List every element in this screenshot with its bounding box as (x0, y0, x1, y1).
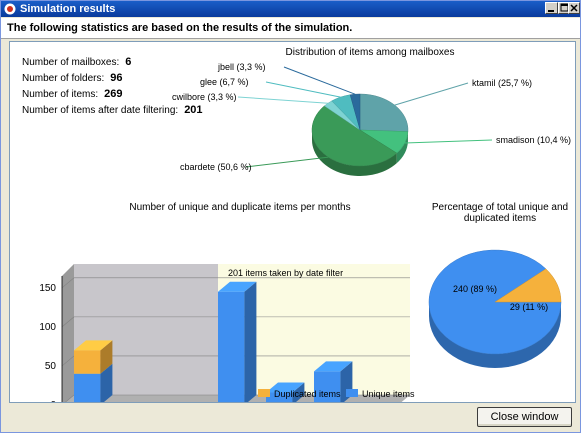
footer-bar: Close window (1, 403, 580, 432)
duplicated-items-bar (74, 350, 101, 374)
close-window-x-button[interactable] (568, 2, 580, 14)
minimize-icon (548, 10, 554, 12)
results-panel: Number of mailboxes: 6 Number of folders:… (9, 41, 576, 403)
title-bar: Simulation results (1, 1, 580, 17)
y-tick-label: 100 (39, 322, 56, 333)
pie-slice-side (429, 302, 561, 368)
monthly-items-bar-chart: 050100150201 items taken by date filterf… (39, 264, 415, 402)
percentage-pie-title: Percentage of total unique and duplicate… (431, 202, 569, 224)
gridline (61, 277, 75, 289)
stat-label: Number of items after date filtering: (22, 105, 179, 116)
date-filter-annotation: 201 items taken by date filter (228, 268, 343, 278)
stat-value: 201 (184, 104, 203, 116)
pie-label: jbell (3,3 %) (217, 62, 266, 72)
legend-label-unique: Unique items (362, 389, 415, 399)
pie-label: glee (6,7 %) (200, 77, 249, 87)
y-tick-label: 150 (39, 283, 56, 294)
mailbox-distribution-pie-chart: ktamil (25,7 %) smadison (10,4 %) cbardete… (172, 62, 571, 176)
pie-slice-side (312, 130, 397, 176)
gridline (61, 355, 75, 367)
pie-leader-line (394, 82, 469, 106)
app-icon (4, 3, 16, 15)
stat-items: Number of items: 269 (22, 88, 123, 100)
pie-leader-line (283, 66, 356, 95)
percentage-pie-chart: 240 (89 %) 29 (11 %) (428, 249, 562, 368)
unique-items-bar-side (292, 382, 305, 402)
date-filter-region (218, 264, 410, 395)
pie-label: cwilbore (3,3 %) (172, 92, 237, 102)
unique-items-bar (218, 291, 245, 402)
pie-leader-line (237, 96, 328, 104)
duplicated-items-bar-top (74, 340, 113, 351)
pie-slice (349, 93, 361, 131)
unique-items-bar-top (266, 382, 305, 393)
unique-items-bar-side (100, 363, 113, 402)
pie-label: 29 (11 %) (510, 302, 548, 312)
unique-items-bar (314, 371, 341, 402)
gridline (61, 316, 75, 328)
stat-label: Number of folders: (22, 73, 105, 84)
y-tick-label: 0 (50, 400, 56, 402)
pie-slice (311, 105, 398, 167)
close-icon (570, 4, 578, 12)
pie-leader-line (245, 156, 329, 168)
stat-value: 96 (110, 72, 123, 84)
pie-leader-line (265, 81, 341, 98)
pie-slice (359, 93, 409, 132)
stat-folders: Number of folders: 96 (22, 72, 123, 84)
pie-label: ktamil (25,7 %) (472, 78, 532, 88)
stat-label: Number of mailboxes: (22, 57, 120, 68)
legend-label-duplicated: Duplicated items (274, 389, 341, 399)
unique-items-bar-top (218, 281, 257, 292)
duplicated-items-bar-side (100, 340, 113, 374)
pie-label: cbardete (50,6 %) (180, 162, 252, 172)
gridline (65, 394, 75, 402)
mailbox-pie-title: Distribution of items among mailboxes (285, 47, 455, 58)
pie-label: 240 (89 %) (453, 284, 497, 294)
stat-value: 6 (125, 56, 132, 68)
pie-label: smadison (10,4 %) (496, 135, 571, 145)
window-title: Simulation results (20, 3, 116, 15)
header-description: The following statistics are based on th… (7, 22, 353, 34)
stat-items-filtered: Number of items after date filtering: 201 (22, 104, 203, 116)
stat-mailboxes: Number of mailboxes: 6 (22, 56, 131, 68)
unique-items-bar-top (314, 361, 353, 372)
legend-swatch-unique (346, 389, 358, 397)
stat-label: Number of items: (22, 89, 99, 100)
stat-value: 269 (104, 88, 123, 100)
header-panel: The following statistics are based on th… (1, 18, 580, 39)
close-window-button[interactable]: Close window (477, 407, 572, 427)
bar-chart-title: Number of unique and duplicate items per… (129, 202, 351, 213)
chart-side-wall (62, 264, 74, 402)
pie-leader-line (404, 139, 493, 144)
unique-items-bar-side (244, 281, 257, 402)
unique-items-bar (266, 392, 293, 402)
minimize-button[interactable] (545, 2, 558, 14)
unique-items-bar (74, 373, 101, 402)
legend-swatch-duplicated (258, 389, 270, 397)
y-tick-label: 50 (45, 361, 57, 372)
pie-slice (494, 268, 562, 303)
